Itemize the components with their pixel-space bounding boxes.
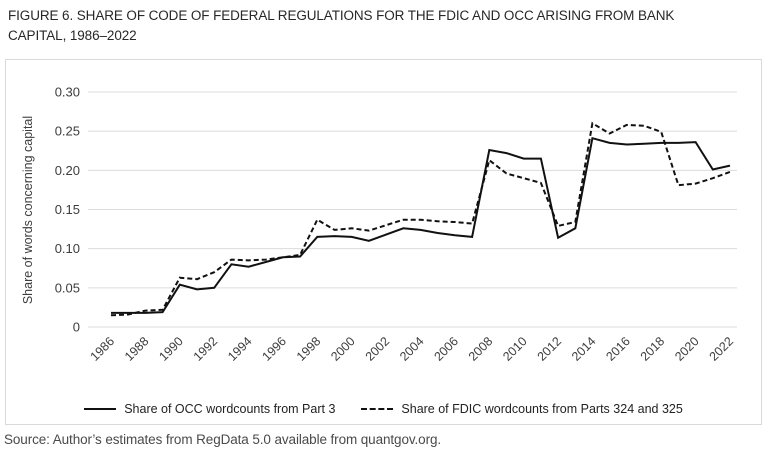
y-tick-label: 0.30 [55,85,80,100]
occ-series-line [111,136,731,314]
x-tick-label: 1990 [156,334,186,364]
legend-item-occ: Share of OCC wordcounts from Part 3 [84,402,335,416]
x-tick-label: 2002 [363,334,393,364]
source-note: Source: Author’s estimates from RegData … [4,432,442,447]
x-tick-label: 1992 [191,334,221,364]
y-axis-title: Share of words concerning capital [21,116,35,304]
x-tick-label: 2016 [603,334,633,364]
y-tick-label: 0 [73,320,80,335]
chart-area: 0 0.05 0.10 0.15 0.20 0.25 0.30 1986 1988 1990 199… [5,59,762,425]
chart-legend: Share of OCC wordcounts from Part 3 Shar… [6,402,761,416]
x-tick-label: 2010 [500,334,530,364]
x-tick-labels: 1986 1988 1990 1992 1994 1996 1998 2000 2002 2004… [88,334,737,364]
x-tick-label: 1994 [225,334,255,364]
x-tick-label: 2012 [535,334,565,364]
x-tick-label: 2018 [638,334,668,364]
x-tick-label: 2004 [397,334,427,364]
figure-title: FIGURE 6. SHARE OF CODE OF FEDERAL REGUL… [8,8,675,44]
x-tick-label: 1996 [259,334,289,364]
x-tick-label: 2020 [672,334,702,364]
y-tick-label: 0.15 [55,202,80,217]
x-tick-label: 2006 [431,334,461,364]
y-tick-label: 0.20 [55,163,80,178]
x-tick-label: 2014 [569,334,599,364]
legend-item-fdic: Share of FDIC wordcounts from Parts 324 … [361,402,683,416]
legend-label-fdic: Share of FDIC wordcounts from Parts 324 … [401,402,683,416]
x-tick-label: 1998 [294,334,324,364]
y-tick-labels: 0 0.05 0.10 0.15 0.20 0.25 0.30 [55,85,80,335]
x-tick-label: 2000 [328,334,358,364]
legend-label-occ: Share of OCC wordcounts from Part 3 [124,402,336,416]
x-tick-label: 1986 [88,334,118,364]
x-tick-label: 2008 [466,334,496,364]
y-tick-label: 0.05 [55,280,80,295]
y-tick-label: 0.25 [55,124,80,139]
gridlines [88,91,737,328]
x-tick-label: 1988 [122,334,152,364]
x-tick-label: 2022 [707,334,737,364]
dashed-line-swatch [361,408,394,410]
fdic-series-line [110,121,731,317]
y-tick-label: 0.10 [55,241,80,256]
solid-line-swatch [84,408,117,410]
